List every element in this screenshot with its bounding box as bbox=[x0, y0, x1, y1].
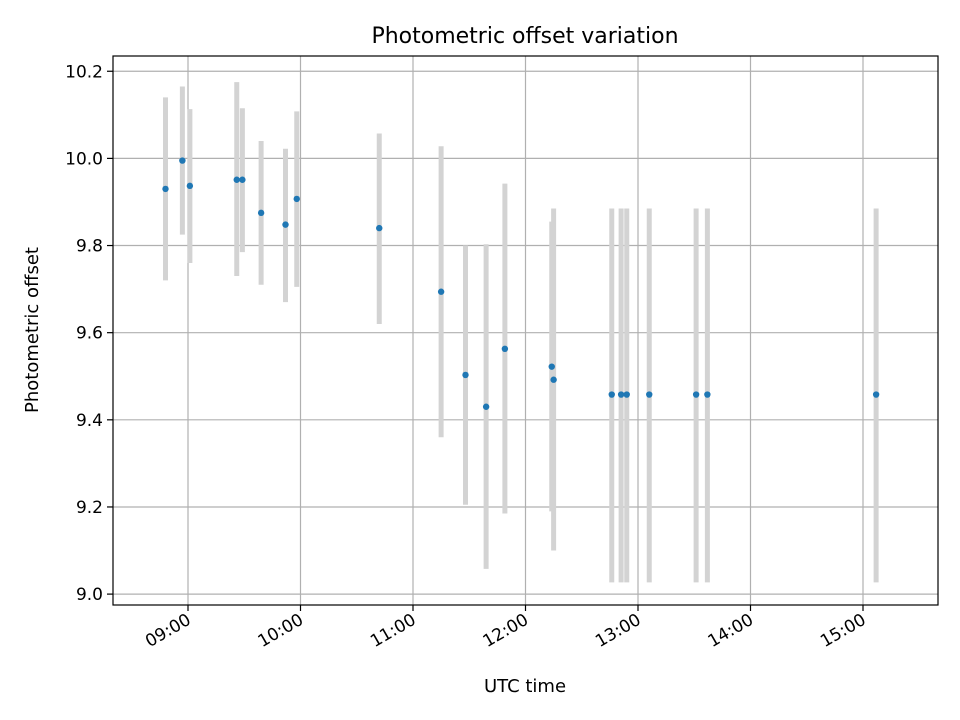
y-tick-label: 9.0 bbox=[76, 585, 103, 605]
y-tick-label: 9.4 bbox=[76, 411, 103, 431]
grid bbox=[113, 56, 938, 605]
data-point bbox=[550, 376, 557, 383]
data-point bbox=[617, 391, 625, 398]
data-point bbox=[437, 288, 445, 295]
y-tick-label: 9.8 bbox=[76, 237, 103, 257]
data-point bbox=[548, 363, 555, 370]
chart-title: Photometric offset variation bbox=[371, 24, 678, 49]
data-point bbox=[608, 391, 615, 398]
data-point bbox=[293, 195, 300, 203]
data-point bbox=[646, 391, 653, 398]
y-tick-label: 9.6 bbox=[76, 324, 103, 344]
data-point bbox=[482, 403, 490, 410]
y-tick-label: 10.0 bbox=[65, 149, 103, 169]
data-point bbox=[704, 391, 711, 398]
data-point bbox=[501, 345, 509, 352]
data-point bbox=[462, 371, 469, 379]
data-point bbox=[186, 182, 194, 190]
data-point bbox=[282, 221, 289, 228]
y-axis-ticks: 9.0 9.2 9.4 9.6 9.8 10.0 10.2 bbox=[65, 62, 113, 605]
y-tick-label: 9.2 bbox=[76, 498, 103, 518]
data-point bbox=[872, 391, 880, 398]
x-axis-label: UTC time bbox=[484, 676, 566, 697]
data-point bbox=[162, 185, 169, 193]
data-point bbox=[623, 391, 630, 398]
data-point bbox=[376, 224, 383, 232]
data-point bbox=[257, 209, 265, 217]
y-axis-label: Photometric offset bbox=[22, 247, 43, 413]
data-point bbox=[692, 391, 700, 398]
data-point bbox=[179, 157, 186, 164]
data-point bbox=[233, 176, 240, 183]
y-tick-label: 10.2 bbox=[65, 62, 103, 82]
data-points bbox=[162, 157, 880, 410]
data-point bbox=[239, 176, 246, 183]
